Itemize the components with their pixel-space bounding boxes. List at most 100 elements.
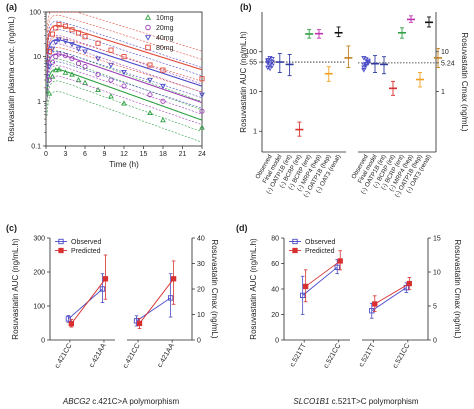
panel-a-observed-point xyxy=(69,71,75,77)
panel-b-auc-observed-point xyxy=(267,66,273,72)
panel-a-sim-line xyxy=(46,14,203,60)
panel-d-ytick-right-label: 15 xyxy=(433,236,441,243)
panel-a-ytick-label: 0.1 xyxy=(31,144,41,151)
panel-b-cmax-observed-point xyxy=(365,61,371,66)
panel-d-ylabel: Rosuvastatin AUC (ng/mL.h) xyxy=(249,238,258,340)
panel-b-cmax-observed-point xyxy=(363,57,369,62)
panel-a-observed-point xyxy=(147,92,153,98)
panel-a-observed-point xyxy=(52,40,59,46)
panel-a-legend-marker xyxy=(145,24,151,31)
panel-b-auc-observed-point xyxy=(269,63,275,69)
panel-c-series-line xyxy=(136,297,171,322)
panel-a-legend-marker xyxy=(144,35,152,41)
panel-c-ylabel: Rosuvastatin AUC (ng/mL.h) xyxy=(11,238,20,340)
panel-a-observed-point xyxy=(69,27,75,33)
panel-a-legend-label: 20mg xyxy=(156,25,174,32)
panel-d-point xyxy=(406,280,412,287)
panel-d-category-label: c.521TT xyxy=(289,342,308,368)
panel-a-observed-point xyxy=(108,93,114,99)
panel-a-observed-point xyxy=(49,46,56,52)
panel-c-point xyxy=(99,286,106,292)
panel-a-xtick-label: 18 xyxy=(159,151,167,158)
panel-a-sim-line xyxy=(46,65,203,115)
panel-c-ytick-label: 300 xyxy=(33,236,45,243)
panel-a-observed-point xyxy=(82,79,88,85)
panel-a-observed-point xyxy=(62,39,69,45)
panel-a-observed-point xyxy=(46,64,53,70)
panel-a-xtick-label: 3 xyxy=(64,151,68,158)
panel-c-point xyxy=(102,276,109,282)
panel-a-sim-line xyxy=(46,91,203,143)
panel-d-point xyxy=(303,283,309,290)
panel-a-observed-point xyxy=(75,30,82,36)
panel-c-legend-label: Predicted xyxy=(71,248,101,255)
panel-b-ytick-label: 55 xyxy=(249,60,257,67)
panel-b-ytick-right-label: 10 xyxy=(441,49,449,56)
panel-c-legend-marker xyxy=(58,238,64,245)
panel-b-ytick-right-label: 5.24 xyxy=(441,60,455,67)
panel-a-observed-point xyxy=(53,25,59,31)
panel-a-sim-line xyxy=(46,53,203,104)
panel-a-observed-point xyxy=(108,77,114,83)
panel-a-observed-point xyxy=(69,56,75,62)
panel-d-point xyxy=(337,258,343,264)
panel-a-xtick-label: 6 xyxy=(83,151,87,158)
panel-d-ylabel-right: Rosuvastatin Cmax (ng/mL) xyxy=(453,239,462,338)
panel-a-legend-marker xyxy=(145,44,151,51)
panel-c-category-label: c.421AA xyxy=(157,342,176,369)
panel-d-gene-name: SLCO1B1 xyxy=(293,397,331,406)
panel-a-observed-point xyxy=(62,23,69,29)
panel-a-observed-point xyxy=(95,71,101,77)
panel-a-xtick-label: 9 xyxy=(103,151,107,158)
panel-a-observed-point xyxy=(75,46,82,52)
panel-a-sim-line xyxy=(46,20,203,68)
panel-a-observed-point xyxy=(147,62,153,68)
panel-a-letter: (a) xyxy=(6,2,17,12)
panel-c-series-line xyxy=(71,278,106,324)
panel-d-polymorphism-label: c.521T>C polymorphism xyxy=(332,397,419,406)
panel-c-letter: (c) xyxy=(6,223,17,233)
panel-a-observed-point xyxy=(46,90,53,96)
panel-c-point xyxy=(170,276,177,282)
panel-a-legend-marker xyxy=(144,14,152,20)
panel-d-point xyxy=(300,292,306,299)
panel-d-category-label: c.521CC xyxy=(323,343,343,370)
panel-a-xtick-label: 24 xyxy=(198,151,206,158)
panel-a-observed-point xyxy=(53,54,59,60)
panel-d-series-line xyxy=(374,283,410,305)
panel-b-auc-observed-point xyxy=(265,58,271,63)
panel-a-observed-point xyxy=(49,59,56,65)
panel-a-observed-point xyxy=(160,67,166,73)
panel-c-ytick-label: 200 xyxy=(33,270,45,277)
panel-b-cmax-observed-point xyxy=(365,60,371,65)
panel-d-point xyxy=(369,308,375,314)
panel-b-auc-observed-point xyxy=(265,61,271,66)
panel-a-observed-point xyxy=(147,77,153,84)
panel-b-auc-observed-point xyxy=(269,57,275,62)
panel-a-legend-label: 10mg xyxy=(156,15,174,22)
panel-a-observed-point xyxy=(199,76,205,82)
panel-a-observed-point xyxy=(121,70,127,76)
panel-a-sim-line xyxy=(46,24,203,71)
panel-c-series-line xyxy=(139,278,174,324)
panel-d-ytick-label: 0 xyxy=(275,338,279,345)
panel-a-observed-point xyxy=(46,77,52,83)
panel-a-sim-line xyxy=(46,58,203,111)
panel-c-ytick-label: 0 xyxy=(41,338,45,345)
panel-a-xtick-label: 0 xyxy=(44,151,48,158)
panel-b-ytick-right-label: 1 xyxy=(441,89,445,96)
panel-c-ytick-right-label: 0 xyxy=(197,338,201,345)
panel-b-cmax-observed-point xyxy=(363,63,369,69)
panel-a-observed-point xyxy=(62,53,69,59)
panel-d-legend-marker xyxy=(292,238,298,245)
panel-a-ylabel: Rosuvastatin plasma conc. (ng/mL) xyxy=(7,16,16,142)
panel-c-polymorphism-label: c.421C>A polymorphism xyxy=(92,397,179,406)
panel-a-observed-point xyxy=(56,37,62,43)
panel-a-observed-point xyxy=(52,67,59,73)
panel-c-point xyxy=(65,316,72,322)
panel-b-letter: (b) xyxy=(240,2,252,12)
panel-a-observed-point xyxy=(95,40,101,46)
panel-a-observed-point xyxy=(108,62,114,69)
panel-d-ytick-right-label: 0 xyxy=(433,338,437,345)
panel-a-sim-line xyxy=(46,36,203,82)
